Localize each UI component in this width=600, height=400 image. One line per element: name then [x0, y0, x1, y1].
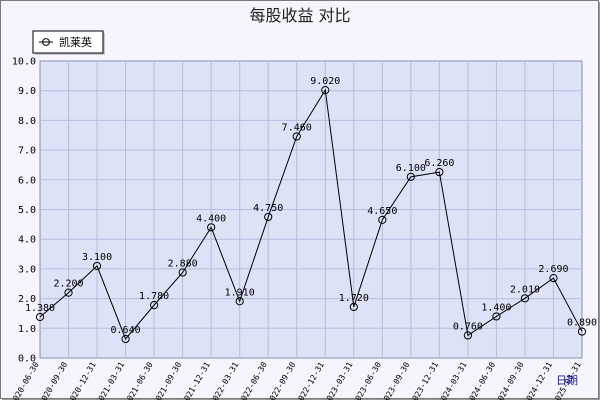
- x-tick-label: 2021-03-31: [94, 360, 126, 400]
- data-point: [549, 274, 558, 283]
- data-label: 1.720: [339, 293, 369, 304]
- data-point: [178, 268, 187, 277]
- x-tick-label: 2020-09-30: [37, 360, 69, 400]
- legend-box: [32, 30, 104, 54]
- data-label: 7.460: [282, 122, 312, 133]
- x-tick-label: 2022-12-31: [294, 360, 326, 400]
- x-tick-label: 2023-09-30: [380, 360, 412, 400]
- series-line: [39, 88, 583, 340]
- x-tick-label: 2021-09-30: [151, 360, 183, 400]
- data-point: [235, 297, 244, 306]
- x-tick-label: 2022-06-30: [237, 360, 269, 400]
- data-point: [35, 312, 45, 322]
- plot-area: 0.0 1.0 2.0 3.0 4.0 5.0 6.0 7.0 8.0 9.0 10.0 2020-0…: [9, 57, 597, 400]
- data-point: [64, 288, 73, 297]
- data-point: [264, 212, 273, 222]
- data-label: 6.260: [424, 158, 454, 169]
- data-label: 2.200: [53, 279, 83, 290]
- data-label: 0.640: [111, 325, 141, 336]
- data-point: [292, 132, 301, 141]
- y-tick-label: 5.0: [18, 205, 36, 216]
- data-point: [378, 215, 387, 224]
- data-label: 1.400: [481, 302, 511, 313]
- y-tick-label: 6.0: [18, 175, 36, 186]
- y-tick-label: 9.0: [18, 86, 36, 97]
- data-point: [520, 294, 530, 303]
- data-label: 0.760: [453, 321, 483, 332]
- data-point: [492, 312, 501, 321]
- x-tick-label: 2023-03-31: [323, 360, 355, 400]
- data-label: 2.690: [538, 264, 568, 275]
- data-point: [463, 331, 472, 340]
- data-label: 1.910: [225, 287, 255, 298]
- x-tick-label: 2022-03-31: [209, 360, 241, 400]
- data-point: [321, 86, 330, 95]
- y-tick-label: 2.0: [18, 294, 36, 305]
- x-tick-label: 2024-03-31: [437, 360, 469, 400]
- y-tick-label: 0.0: [18, 354, 36, 365]
- y-tick-label: 8.0: [18, 116, 36, 127]
- y-tick-label: 3.0: [18, 264, 36, 275]
- data-point: [349, 302, 358, 312]
- x-tick-label: 2024-12-31: [522, 360, 554, 400]
- data-point: [150, 301, 159, 310]
- data-label: 4.400: [196, 213, 226, 224]
- y-tick-label: 7.0: [18, 146, 36, 157]
- data-point: [92, 261, 102, 271]
- data-label: 1.780: [139, 291, 169, 302]
- legend-label: 凯莱英: [59, 35, 92, 49]
- legend: 凯莱英: [32, 30, 105, 55]
- y-tick-label: 4.0: [18, 235, 36, 246]
- data-point: [435, 167, 444, 177]
- data-point: [577, 327, 587, 336]
- data-label: 2.880: [168, 258, 198, 269]
- x-tick-label: 2024-06-30: [465, 360, 497, 400]
- data-label: 9.020: [310, 76, 340, 87]
- x-tick-label: 2021-12-31: [180, 360, 212, 400]
- data-label: 1.380: [25, 303, 55, 314]
- x-tick-label: 2023-06-30: [351, 360, 383, 400]
- x-tick-label: 2021-06-30: [123, 360, 155, 400]
- chart-title: 每股收益 对比: [249, 6, 350, 25]
- data-label: 2.010: [510, 284, 540, 295]
- data-label: 0.890: [567, 318, 597, 329]
- data-label: 4.750: [253, 203, 283, 214]
- x-tick-label: 2020-06-30: [9, 360, 41, 400]
- data-label: 3.100: [82, 252, 112, 263]
- y-tick-label: 1.0: [18, 324, 36, 335]
- data-point: [207, 223, 216, 232]
- x-tick-label: 2023-12-31: [408, 360, 440, 400]
- data-point: [121, 334, 130, 344]
- data-point: [406, 172, 415, 181]
- data-label: 4.650: [367, 206, 397, 217]
- y-tick-label: 10.0: [12, 57, 36, 68]
- x-tick-label: 2020-12-31: [66, 360, 98, 400]
- x-tick-label: 2022-09-30: [266, 360, 298, 400]
- x-axis-label: 日期: [556, 374, 578, 387]
- legend-marker: [42, 38, 50, 46]
- data-label: 6.100: [396, 163, 426, 174]
- x-tick-label: 2024-09-30: [494, 360, 526, 400]
